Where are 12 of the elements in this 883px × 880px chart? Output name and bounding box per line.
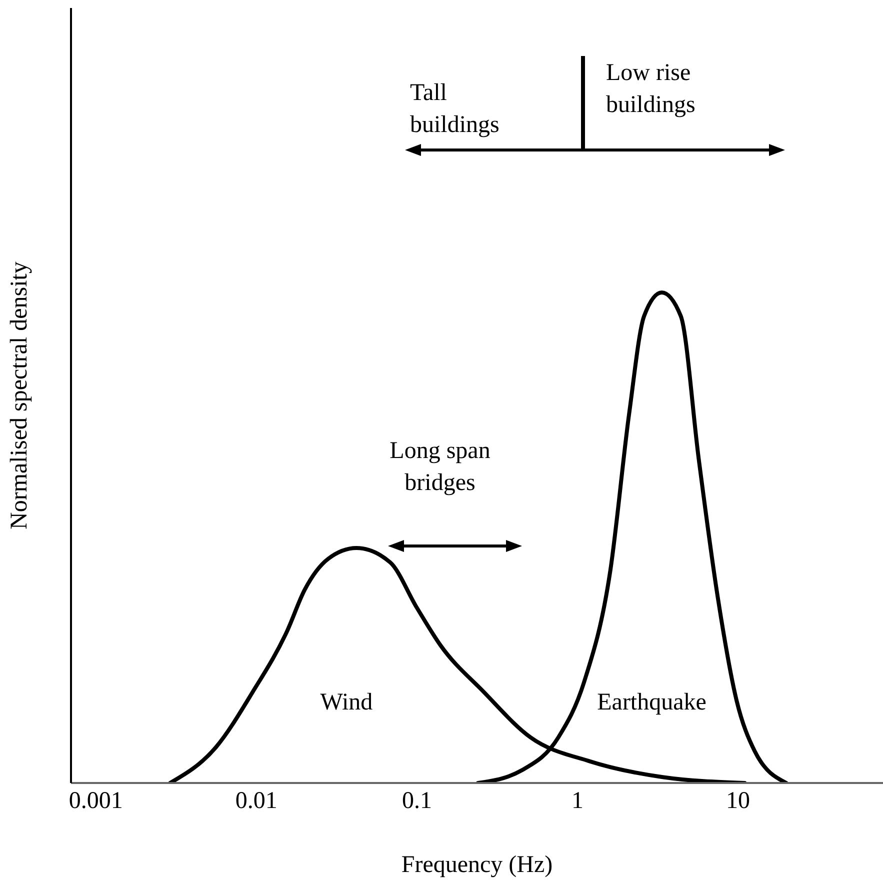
x-tick-label: 10 xyxy=(726,788,750,814)
x-tick-label: 0.01 xyxy=(235,788,278,814)
x-tick-label: 0.001 xyxy=(68,788,123,814)
text: Low rise buildings xyxy=(606,60,696,118)
x-axis-title: Frequency (Hz) xyxy=(401,852,553,878)
annotation: Long span bridges xyxy=(390,438,490,496)
x-tick-label: 1 xyxy=(571,788,584,814)
y-axis-title: Normalised spectral density xyxy=(6,262,33,530)
x-tick-label: 0.1 xyxy=(402,788,432,814)
text: Wind xyxy=(320,689,373,716)
text: Tall buildings xyxy=(410,80,500,138)
series-label: Earthquake xyxy=(597,689,706,716)
